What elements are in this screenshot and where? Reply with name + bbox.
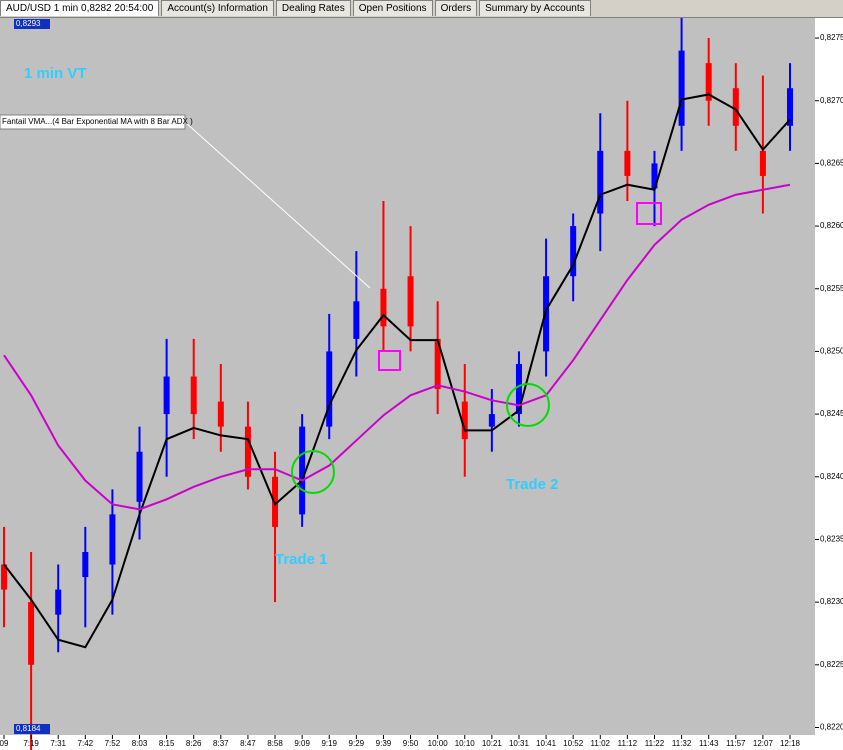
x-tick-label: 8:37: [213, 739, 229, 748]
candle-body: [651, 163, 658, 189]
y-tick-label: 0,8275: [820, 33, 843, 42]
x-tick-label: 11:12: [618, 739, 638, 748]
x-tick-label: 9:29: [349, 739, 365, 748]
x-tick-label: 09: [0, 739, 9, 748]
x-tick-label: 8:58: [267, 739, 283, 748]
candle-body: [190, 376, 197, 415]
candle-body: [28, 602, 35, 665]
x-tick-label: 9:19: [321, 739, 337, 748]
x-tick-label: 8:47: [240, 739, 256, 748]
price-tag-label: 0,8293: [16, 19, 41, 28]
candle-body: [705, 63, 712, 101]
y-tick-label: 0,8255: [820, 284, 843, 293]
x-tick-label: 12:18: [780, 739, 801, 748]
price-tag: [14, 19, 50, 29]
x-tick-label: 12:07: [753, 739, 774, 748]
candle-body: [82, 551, 89, 578]
y-tick-label: 0,8250: [820, 347, 843, 356]
x-tick-label: 8:15: [159, 739, 175, 748]
annotation-box: [0, 114, 186, 130]
tab[interactable]: Summary by Accounts: [479, 0, 591, 16]
candle-body: [678, 50, 685, 126]
x-tick-label: 11:57: [726, 739, 746, 748]
price-tag-label: 0,8184: [16, 724, 41, 733]
candle-body: [407, 276, 414, 327]
x-tick-label: 10:31: [509, 739, 530, 748]
y-tick-label: 0,8225: [820, 660, 843, 669]
candle-body: [299, 426, 306, 515]
x-tick-label: 8:26: [186, 739, 202, 748]
annotation: Trade 2: [506, 476, 559, 493]
x-tick-label: 9:39: [376, 739, 392, 748]
candle-body: [244, 426, 251, 477]
x-tick-label: 10:52: [563, 739, 584, 748]
x-tick-label: 11:22: [645, 739, 665, 748]
candle-body: [759, 150, 766, 176]
moving-average: [3, 183, 791, 511]
x-tick-label: 7:31: [50, 739, 66, 748]
annotation: Trade 1: [275, 551, 328, 568]
chart: Fantail VMA...(4 Bar Exponential MA with…: [0, 18, 843, 750]
y-axis-area: [815, 18, 843, 750]
y-tick-label: 0,8245: [820, 409, 843, 418]
x-tick-label: 10:21: [482, 739, 503, 748]
candle-body: [353, 301, 360, 339]
x-tick-label: 11:43: [699, 739, 719, 748]
marks: [1, 18, 793, 750]
candle-body: [570, 226, 577, 277]
candle-body: [787, 88, 793, 126]
candle-body: [461, 401, 468, 440]
candle-body: [136, 451, 143, 502]
candle-body: [515, 363, 522, 415]
x-axis-area: [0, 735, 843, 750]
y-tick-label: 0,8265: [820, 159, 843, 168]
y-tick-label: 0,8240: [820, 472, 843, 481]
candle-body: [434, 338, 441, 390]
price-tag: [14, 724, 50, 734]
candle-body: [326, 351, 333, 427]
candle-body: [55, 589, 62, 615]
entry-box: [636, 202, 662, 225]
trade-circle: [291, 450, 335, 494]
y-tick-label: 0,8220: [820, 723, 843, 732]
tab[interactable]: Account(s) Information: [161, 0, 274, 16]
candle-body: [488, 414, 495, 427]
x-tick-label: 11:32: [672, 739, 692, 748]
candle-body: [732, 88, 739, 126]
x-tick-label: 11:02: [591, 739, 611, 748]
x-tick-label: 10:00: [428, 739, 449, 748]
y-tick-label: 0,8270: [820, 96, 843, 105]
y-tick-label: 0,8260: [820, 221, 843, 230]
annotation: 1 min VT: [24, 65, 87, 82]
x-tick-label: 8:03: [132, 739, 148, 748]
x-tick-label: 7:42: [78, 739, 94, 748]
entry-box: [378, 350, 401, 371]
x-tick-label: 9:50: [403, 739, 419, 748]
x-tick-label: 10:41: [536, 739, 557, 748]
pointer-line: [184, 121, 371, 289]
y-tick-label: 0,8235: [820, 535, 843, 544]
candle-body: [1, 564, 7, 590]
candle-body: [163, 376, 170, 415]
tab[interactable]: Orders: [434, 0, 478, 16]
tab[interactable]: AUD/USD 1 min 0,8282 20:54:00: [0, 0, 160, 16]
tab[interactable]: Dealing Rates: [275, 0, 351, 16]
tab[interactable]: Open Positions: [352, 0, 433, 16]
x-tick-label: 10:10: [455, 739, 476, 748]
annotation: Fantail VMA...(4 Bar Exponential MA with…: [2, 117, 193, 126]
candle-body: [624, 150, 631, 176]
moving-average: [3, 93, 791, 649]
x-tick-label: 7:19: [23, 739, 39, 748]
tab-bar: AUD/USD 1 min 0,8282 20:54:00 Account(s) …: [0, 0, 843, 18]
x-tick-label: 9:09: [294, 739, 310, 748]
candle-body: [380, 288, 387, 327]
trade-circle: [506, 383, 550, 427]
y-tick-label: 0,8230: [820, 597, 843, 606]
candle-body: [597, 150, 604, 214]
plot-background: [0, 18, 815, 735]
x-tick-label: 7:52: [105, 739, 121, 748]
candle-body: [109, 514, 116, 565]
candle-body: [217, 401, 224, 427]
